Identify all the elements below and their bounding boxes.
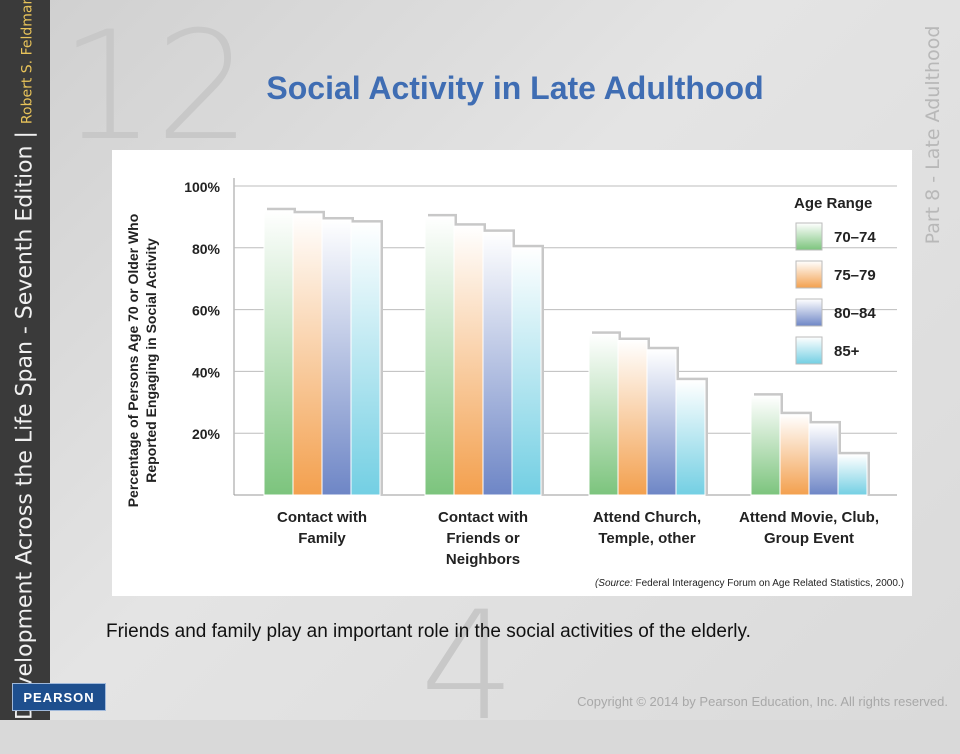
bar xyxy=(424,216,455,496)
legend-label: 85+ xyxy=(834,343,860,360)
source-text: Federal Interagency Forum on Age Related… xyxy=(636,578,904,589)
ghost-number-bottom: 4 xyxy=(420,580,516,754)
y-tick-label: 100% xyxy=(184,179,220,195)
bar xyxy=(675,380,706,496)
x-category-label: Attend Movie, Club, Group Event xyxy=(739,509,879,547)
chart-legend: Age Range 70–74 75–79 80–84 85+ xyxy=(794,195,876,365)
author-name: Robert S. Feldman xyxy=(19,0,36,125)
x-category-labels: Contact with Family Contact with Friends or… xyxy=(277,509,879,568)
slide-caption: Friends and family play an important rol… xyxy=(106,621,751,642)
left-sidebar: Development Across the Life Span - Seven… xyxy=(0,0,50,720)
chart-source: (Source: Federal Interagency Forum on Ag… xyxy=(595,578,904,589)
x-category-label: Contact with Friends or Neighbors xyxy=(438,509,528,568)
bar xyxy=(779,414,810,496)
y-axis-label-line: Percentage of Persons Age 70 or Older Wh… xyxy=(125,214,141,508)
y-tick-label: 40% xyxy=(192,364,221,380)
bar xyxy=(646,349,677,496)
legend-label: 75–79 xyxy=(834,267,876,284)
y-tick-label: 80% xyxy=(192,241,221,257)
bar xyxy=(453,225,484,496)
course-title: Development Across the Life Span - Seven… xyxy=(12,145,38,721)
legend-title: Age Range xyxy=(794,195,872,212)
x-category-label-line: Attend Church, xyxy=(593,509,701,526)
bar xyxy=(263,210,294,496)
y-tick-label: 20% xyxy=(192,426,221,442)
y-axis-label: Percentage of Persons Age 70 or Older Wh… xyxy=(125,214,159,508)
legend-swatch xyxy=(795,298,823,327)
x-category-label-line: Friends or xyxy=(446,530,520,547)
x-category-label-line: Neighbors xyxy=(446,551,520,568)
bar xyxy=(350,222,381,496)
part-label: Part 8 - Late Adulthood xyxy=(922,25,944,245)
copyright-notice: Copyright © 2014 by Pearson Education, I… xyxy=(577,694,948,709)
ghost-number-top: 12 xyxy=(60,0,251,174)
slide-title: Social Activity in Late Adulthood xyxy=(266,70,764,106)
x-category-label-line: Family xyxy=(298,530,346,547)
bar xyxy=(808,423,839,496)
y-tick-labels: 20% 40% 60% 80% 100% xyxy=(184,179,220,442)
pearson-logo: PEARSON xyxy=(12,683,106,711)
bar xyxy=(321,219,352,496)
bar xyxy=(292,213,323,496)
bar xyxy=(750,395,781,496)
bar xyxy=(617,340,648,496)
source-prefix: (Source: xyxy=(595,578,636,589)
bar xyxy=(588,333,619,496)
x-category-label-line: Contact with xyxy=(438,509,528,526)
bar xyxy=(511,247,542,496)
title-separator: | xyxy=(12,131,38,139)
y-axis-label-line: Reported Engaging in Social Activity xyxy=(143,238,159,483)
chart-panel: 20% 40% 60% 80% 100% Contact with Family Conta… xyxy=(112,150,912,596)
x-category-label: Attend Church, Temple, other xyxy=(593,509,701,547)
x-category-label-line: Contact with xyxy=(277,509,367,526)
bar xyxy=(837,454,868,496)
sidebar-course-title: Development Across the Life Span - Seven… xyxy=(13,0,38,720)
x-category-label-line: Attend Movie, Club, xyxy=(739,509,879,526)
y-tick-label: 60% xyxy=(192,303,221,319)
x-category-label-line: Group Event xyxy=(764,530,854,547)
legend-swatch xyxy=(795,260,823,289)
chart-bars xyxy=(263,207,870,496)
legend-label: 70–74 xyxy=(834,229,876,246)
legend-label: 80–84 xyxy=(834,305,876,322)
x-category-label: Contact with Family xyxy=(277,509,367,547)
bar xyxy=(482,231,513,496)
legend-swatch xyxy=(795,336,823,365)
x-category-label-line: Temple, other xyxy=(598,530,695,547)
legend-swatch xyxy=(795,222,823,251)
bar-chart: 20%40%60%80%100% Contact with FamilyConta… xyxy=(125,178,904,589)
